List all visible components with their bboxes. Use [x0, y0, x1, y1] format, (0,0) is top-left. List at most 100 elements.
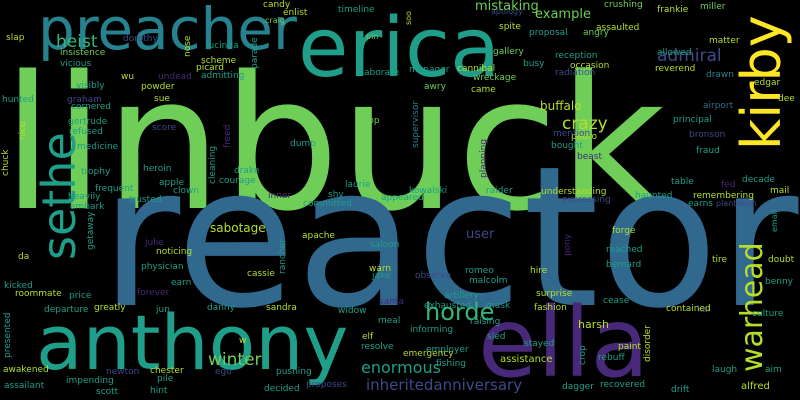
word-surprise: surprise — [536, 289, 573, 299]
word-raising: raising — [470, 317, 501, 327]
word-spite: spite — [499, 22, 521, 32]
word-trusted: trusted — [129, 195, 162, 205]
word-laugh: laugh — [712, 365, 738, 375]
word-proposes: proposes — [306, 380, 347, 390]
word-aim: aim — [765, 365, 782, 375]
word-cease: cease — [603, 296, 630, 306]
word-apple: apple — [159, 178, 184, 188]
word-inner: inner — [268, 191, 292, 201]
word-powder: powder — [141, 82, 175, 92]
word-undead: undead — [158, 72, 192, 82]
word-cannibal: cannibal — [457, 64, 496, 74]
word-cornered: cornered — [71, 102, 111, 112]
word-assistance: assistance — [500, 354, 553, 365]
word-awakened: awakened — [3, 365, 49, 375]
word-drawn: drawn — [706, 70, 734, 80]
word-dagger: dagger — [562, 382, 594, 392]
word-sabotage: sabotage — [210, 221, 266, 235]
word-beast: beast — [577, 152, 602, 162]
word-assaulted: assaulted — [596, 23, 640, 33]
word-airport: airport — [703, 101, 734, 111]
word-departure: departure — [44, 305, 89, 315]
word-dump: dump — [290, 139, 316, 149]
word-alfred: alfred — [741, 381, 770, 392]
word-email: email — [770, 209, 779, 232]
word-miller: miller — [700, 2, 726, 12]
word-da: da — [18, 252, 30, 262]
word-proposal: proposal — [529, 28, 568, 38]
word-newton: newton — [106, 367, 140, 377]
word-bought: bought — [551, 141, 583, 151]
word-greatly: greatly — [94, 303, 126, 313]
word-benny: benny — [765, 277, 793, 287]
word-rebuff: rebuff — [598, 353, 625, 363]
word-horde: horde — [425, 298, 495, 326]
word-earn: earn — [171, 278, 192, 288]
word-widow: widow — [338, 306, 367, 316]
word-preacher: preacher — [38, 0, 297, 63]
word-reverend: reverend — [655, 64, 696, 74]
word-reached: reached — [606, 245, 643, 255]
word-impending: impending — [66, 376, 114, 386]
word-assailant: assailant — [4, 381, 45, 391]
word-earns: earns — [688, 199, 713, 209]
word-rancher: rancher — [278, 239, 288, 274]
word-dee: dee — [778, 94, 795, 104]
word-tire: tire — [712, 255, 728, 265]
word-drake: drake — [234, 166, 260, 176]
word-heavily: heavily — [68, 192, 101, 202]
word-enlist: enlist — [283, 8, 308, 18]
word-insistence: insistence — [60, 48, 106, 58]
word-reception: reception — [555, 51, 598, 61]
word-forge: forge — [612, 226, 636, 236]
word-embark: embark — [70, 202, 105, 212]
word-bernard: bernard — [606, 260, 642, 270]
word-user: user — [466, 227, 495, 242]
word-hire: hire — [530, 266, 548, 276]
word-radiation: radiation — [555, 68, 596, 78]
word-reactor: reactor — [100, 124, 799, 351]
word-angry: angry — [583, 28, 609, 38]
word-scheme: scheme — [201, 56, 237, 66]
word-frankie: frankie — [657, 5, 689, 15]
word-mistaking: mistaking — [475, 0, 539, 14]
word-nose: nose — [183, 35, 193, 57]
word-frequent: frequent — [95, 184, 134, 194]
word-hunted: hunted — [2, 95, 34, 105]
word-courage: courage — [219, 176, 256, 186]
word-understanding: understanding — [541, 187, 607, 197]
word-appeared: appeared — [381, 193, 424, 203]
word-example: example — [535, 7, 591, 22]
word-linbuck: linbuck — [2, 36, 666, 252]
word-soo: soo — [404, 11, 413, 25]
word-drift: drift — [671, 385, 690, 395]
word-bronson: bronson — [689, 130, 726, 140]
word-price: price — [69, 291, 92, 301]
word-expressing: expressing — [562, 195, 611, 205]
word-warhead: warhead — [735, 242, 770, 372]
word-mail: mail — [770, 186, 790, 196]
word-emergency: emergency — [403, 349, 454, 359]
word-exhausted: exhausted — [424, 301, 472, 311]
word-supervisor: supervisor — [411, 100, 421, 148]
word-refused: refused — [69, 127, 103, 137]
word-malcolm: malcolm — [469, 276, 508, 286]
word-enormous: enormous — [361, 358, 441, 377]
word-fashion: fashion — [534, 303, 567, 313]
word-sue: sue — [154, 94, 170, 104]
word-came: came — [471, 85, 496, 95]
word-ella: ella — [478, 287, 650, 399]
word-parade: parade — [250, 37, 260, 69]
word-principal: principal — [673, 115, 712, 125]
word-w: w — [239, 336, 247, 346]
word-wreckage: wreckage — [473, 73, 517, 83]
word-pushing: pushing — [276, 367, 312, 377]
word-noticing: noticing — [156, 247, 193, 257]
word-sled: sled — [487, 332, 506, 342]
word-cleaning: cleaning — [208, 145, 218, 184]
word-disorder: disorder — [643, 325, 653, 362]
word-graham: graham — [67, 95, 102, 105]
word-timeline: timeline — [338, 5, 375, 15]
word-physician: physician — [141, 262, 184, 272]
